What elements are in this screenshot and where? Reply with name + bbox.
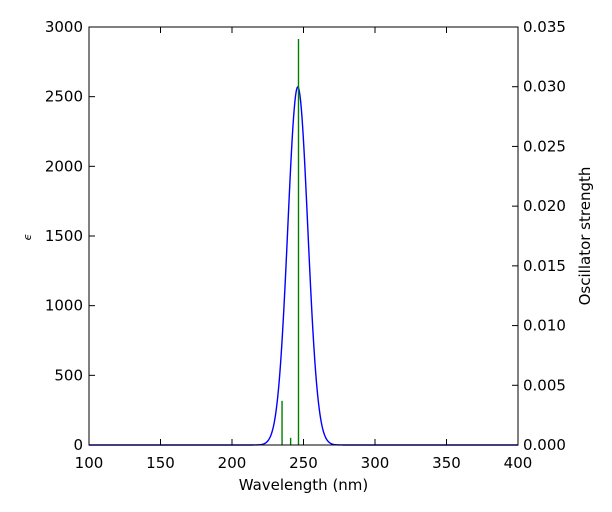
- x-tick-label: 100: [75, 454, 104, 472]
- y-tick-label: 0: [73, 436, 83, 454]
- y2-tick-label: 0.015: [523, 257, 566, 275]
- x-tick-label: 300: [361, 454, 390, 472]
- plot-frame: [88, 26, 519, 446]
- y-tick-label: 1000: [45, 297, 83, 315]
- y-tick-label: 3000: [45, 18, 83, 36]
- y-tick-label: 2000: [45, 157, 83, 175]
- x-tick-label: 400: [504, 454, 533, 472]
- spectrum-line: [89, 85, 518, 446]
- y2-tick-label: 0.005: [523, 376, 566, 394]
- y-tick-label: 1500: [45, 227, 83, 245]
- y2-tick-label: 0.035: [523, 18, 566, 36]
- y-tick-label: 2500: [45, 88, 83, 106]
- axes: 100 150 200 250 300 350 400 0 500 1000 1500 2000 250…: [45, 18, 566, 472]
- y2-tick-label: 0.025: [523, 137, 566, 155]
- y2-tick-label: 0.000: [523, 436, 566, 454]
- y-tick-label: 500: [54, 366, 83, 384]
- x-tick-label: 350: [432, 454, 461, 472]
- x-tick-label: 150: [146, 454, 175, 472]
- y2-tick-label: 0.020: [523, 197, 566, 215]
- x-tick-label: 250: [289, 454, 318, 472]
- y2-axis-label: Oscillator strength: [576, 167, 594, 306]
- plot-area: [89, 38, 518, 446]
- x-tick-label: 200: [218, 454, 247, 472]
- x-axis-label: Wavelength (nm): [239, 476, 369, 494]
- y2-tick-label: 0.010: [523, 317, 566, 335]
- y-axis-label: ϵ: [21, 234, 34, 241]
- y2-tick-label: 0.030: [523, 78, 566, 96]
